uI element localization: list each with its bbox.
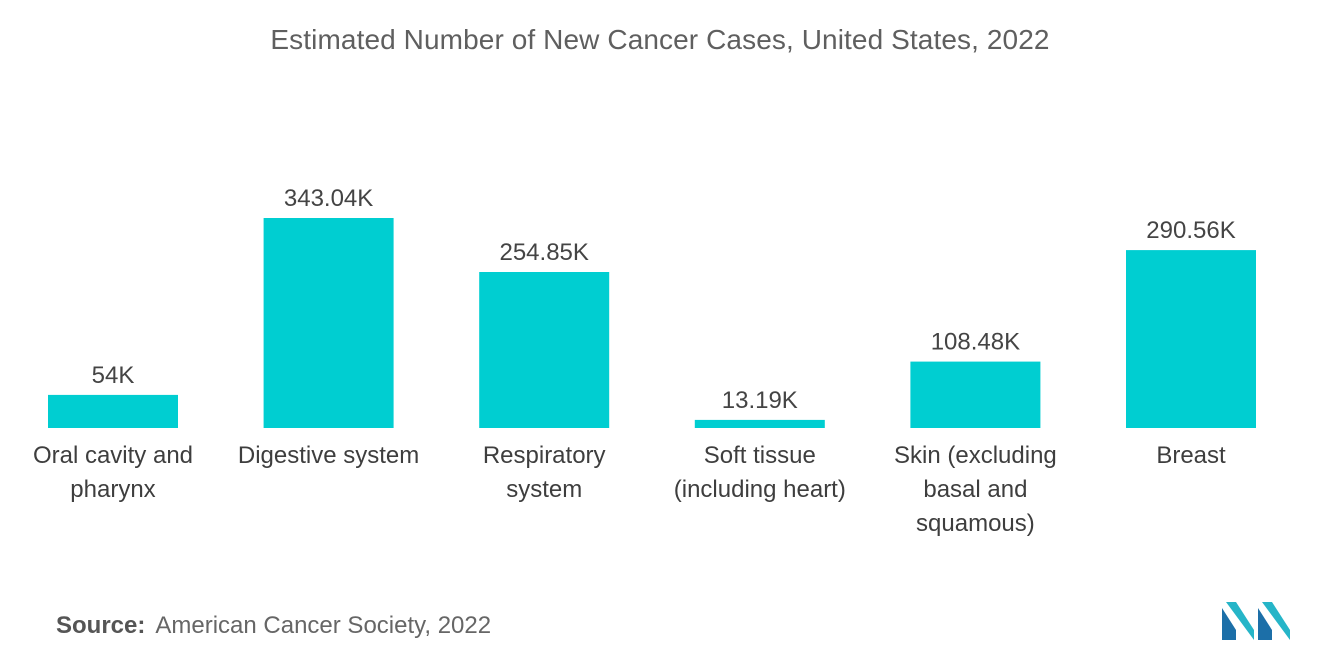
bar-value-label-5: 290.56K [1146, 217, 1235, 244]
bar-3 [694, 419, 825, 428]
bar-5 [1126, 250, 1256, 428]
category-label-0-line-0: Oral cavity and [33, 442, 193, 469]
source-text: American Cancer Society, 2022 [155, 612, 492, 639]
category-label-2-line-1: system [506, 476, 582, 503]
source-label: Source: [56, 612, 146, 639]
category-label-2-line-0: Respiratory [483, 442, 606, 469]
bar-1 [263, 218, 394, 428]
chart-title: Estimated Number of New Cancer Cases, Un… [270, 24, 1050, 55]
bar-4 [910, 361, 1041, 428]
mordor-intelligence-logo-icon [1222, 602, 1290, 640]
category-label-3-line-0: Soft tissue [704, 442, 816, 469]
bar-2 [479, 272, 610, 428]
category-label-0-line-1: pharynx [70, 476, 155, 503]
category-label-5-line-0: Breast [1156, 442, 1226, 469]
bar-value-label-1: 343.04K [284, 185, 373, 212]
logo-shape-4 [1262, 602, 1290, 640]
category-label-1-line-0: Digestive system [238, 442, 419, 469]
logo-shape-3 [1258, 608, 1272, 640]
bar-value-label-3: 13.19K [722, 387, 798, 414]
source-note: Source: American Cancer Society, 2022 [56, 612, 491, 640]
bar-value-label-4: 108.48K [931, 329, 1020, 356]
category-label-4-line-0: Skin (excluding [894, 442, 1057, 469]
bar-value-label-0: 54K [92, 362, 135, 389]
category-label-4-line-1: basal and [923, 476, 1027, 503]
logo-shape-1 [1222, 608, 1236, 640]
bar-value-label-2: 254.85K [499, 239, 588, 266]
bar-0 [48, 394, 178, 428]
category-label-3-line-1: (including heart) [674, 476, 846, 503]
category-label-4-line-2: squamous) [916, 510, 1035, 537]
logo-shape-2 [1226, 602, 1254, 640]
